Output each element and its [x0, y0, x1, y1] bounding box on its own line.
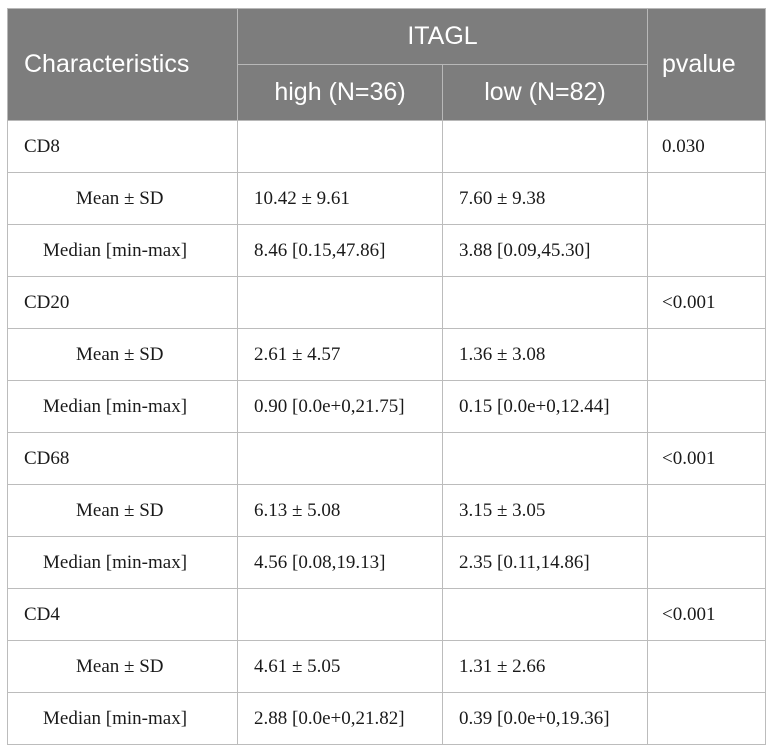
- table-row: Median [min-max] 0.90 [0.0e+0,21.75] 0.1…: [7, 380, 767, 433]
- pvalue-cell: [647, 380, 767, 433]
- row-label: Mean ± SD: [7, 640, 238, 693]
- row-label: Median [min-max]: [7, 224, 238, 277]
- low-value: 1.31 ± 2.66: [441, 640, 649, 693]
- table-row: Mean ± SD 4.61 ± 5.05 1.31 ± 2.66: [7, 640, 767, 693]
- low-value: 3.88 [0.09,45.30]: [441, 224, 649, 277]
- table-header: Characteristics ITAGL pvalue high (N=36)…: [7, 8, 767, 121]
- pvalue-cell: [647, 172, 767, 225]
- high-value: 6.13 ± 5.08: [237, 484, 443, 537]
- low-value: [441, 432, 649, 485]
- row-label: Mean ± SD: [7, 484, 238, 537]
- low-value: [441, 120, 649, 173]
- high-value: 0.90 [0.0e+0,21.75]: [237, 380, 443, 433]
- high-value: 4.56 [0.08,19.13]: [237, 536, 443, 589]
- row-label: Mean ± SD: [7, 328, 238, 381]
- row-label: CD8: [7, 120, 238, 173]
- table-row: CD8 0.030: [7, 120, 767, 173]
- pvalue-cell: [647, 484, 767, 537]
- high-value: [237, 432, 443, 485]
- pvalue-cell: 0.030: [647, 120, 767, 173]
- low-value: 0.39 [0.0e+0,19.36]: [441, 692, 649, 745]
- pvalue-cell: [647, 692, 767, 745]
- table-row: Median [min-max] 2.88 [0.0e+0,21.82] 0.3…: [7, 692, 767, 745]
- high-group-header: high (N=36): [237, 64, 443, 121]
- table-row: Mean ± SD 6.13 ± 5.08 3.15 ± 3.05: [7, 484, 767, 537]
- row-label: Mean ± SD: [7, 172, 238, 225]
- table-row: Mean ± SD 10.42 ± 9.61 7.60 ± 9.38: [7, 172, 767, 225]
- pvalue-header: pvalue: [647, 8, 767, 121]
- row-label: CD68: [7, 432, 238, 485]
- pvalue-cell: <0.001: [647, 588, 767, 641]
- pvalue-cell: [647, 536, 767, 589]
- characteristics-header: Characteristics: [7, 8, 238, 121]
- high-value: 2.61 ± 4.57: [237, 328, 443, 381]
- low-value: 2.35 [0.11,14.86]: [441, 536, 649, 589]
- row-label: Median [min-max]: [7, 536, 238, 589]
- low-value: 0.15 [0.0e+0,12.44]: [441, 380, 649, 433]
- low-value: 7.60 ± 9.38: [441, 172, 649, 225]
- high-value: [237, 276, 443, 329]
- table-row: CD68 <0.001: [7, 432, 767, 485]
- table-row: Mean ± SD 2.61 ± 4.57 1.36 ± 3.08: [7, 328, 767, 381]
- low-value: 3.15 ± 3.05: [441, 484, 649, 537]
- high-value: 8.46 [0.15,47.86]: [237, 224, 443, 277]
- table-row: CD20 <0.001: [7, 276, 767, 329]
- pvalue-cell: [647, 640, 767, 693]
- row-label: CD4: [7, 588, 238, 641]
- pvalue-cell: [647, 224, 767, 277]
- high-value: 2.88 [0.0e+0,21.82]: [237, 692, 443, 745]
- pvalue-cell: <0.001: [647, 276, 767, 329]
- itagl-group-header: ITAGL: [236, 8, 649, 65]
- low-group-header: low (N=82): [441, 64, 649, 121]
- low-value: [441, 276, 649, 329]
- row-label: CD20: [7, 276, 238, 329]
- table-row: Median [min-max] 4.56 [0.08,19.13] 2.35 …: [7, 536, 767, 589]
- pvalue-cell: <0.001: [647, 432, 767, 485]
- pvalue-cell: [647, 328, 767, 381]
- row-label: Median [min-max]: [7, 380, 238, 433]
- high-value: 4.61 ± 5.05: [237, 640, 443, 693]
- high-value: [237, 588, 443, 641]
- table-row: Median [min-max] 8.46 [0.15,47.86] 3.88 …: [7, 224, 767, 277]
- low-value: [441, 588, 649, 641]
- high-value: 10.42 ± 9.61: [237, 172, 443, 225]
- row-label: Median [min-max]: [7, 692, 238, 745]
- high-value: [237, 120, 443, 173]
- itagl-table: Characteristics ITAGL pvalue high (N=36)…: [7, 8, 767, 745]
- low-value: 1.36 ± 3.08: [441, 328, 649, 381]
- table-row: CD4 <0.001: [7, 588, 767, 641]
